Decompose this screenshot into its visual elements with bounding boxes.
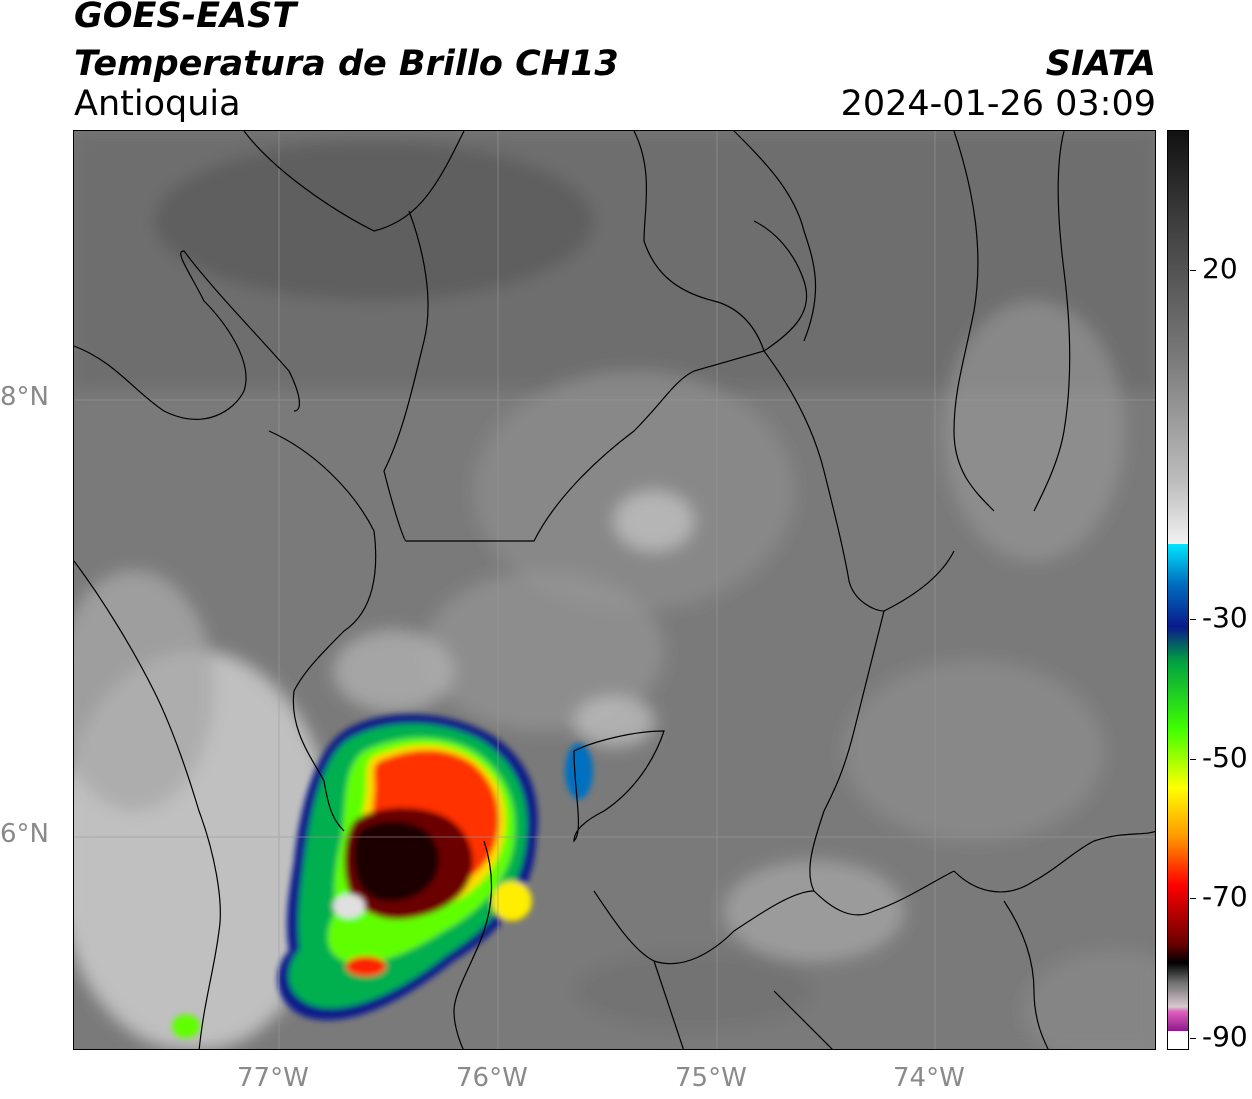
map-subtitle: Temperatura de Brillo CH13: [74, 44, 619, 84]
map-title: GOES-EAST: [74, 0, 297, 36]
colorbar-tick-minus50: [1190, 759, 1196, 760]
colorbar-label-minus50: -50: [1202, 741, 1248, 774]
colorbar-tick-20: [1190, 270, 1196, 271]
cloud-texture: [74, 131, 1155, 1049]
lat-label-8n: 8°N: [0, 382, 49, 412]
colorbar: [1167, 130, 1189, 1050]
colorbar-label-minus30: -30: [1202, 601, 1248, 634]
colorbar-tick-minus90: [1190, 1038, 1196, 1039]
gridlines: [74, 131, 1155, 1049]
colorbar-label-minus90: -90: [1202, 1020, 1248, 1053]
lon-label-75w: 75°W: [675, 1063, 747, 1093]
lon-label-74w: 74°W: [893, 1063, 965, 1093]
lat-label-6n: 6°N: [0, 819, 49, 849]
organization-label: SIATA: [1045, 44, 1156, 84]
datetime-label: 2024-01-26 03:09: [840, 84, 1156, 124]
colorbar-tick-minus70: [1190, 898, 1196, 899]
colorbar-label-minus70: -70: [1202, 880, 1248, 913]
colorbar-tick-minus30: [1190, 619, 1196, 620]
lon-label-77w: 77°W: [237, 1063, 309, 1093]
satellite-image: [74, 131, 1155, 1049]
lon-label-76w: 76°W: [456, 1063, 528, 1093]
satellite-map: [73, 130, 1156, 1050]
colorbar-label-20: 20: [1202, 252, 1238, 285]
storm-cell: [172, 714, 593, 1038]
region-label: Antioquia: [74, 84, 241, 124]
colorbar-gradient: [1168, 131, 1188, 1049]
borders: [74, 131, 1155, 1049]
